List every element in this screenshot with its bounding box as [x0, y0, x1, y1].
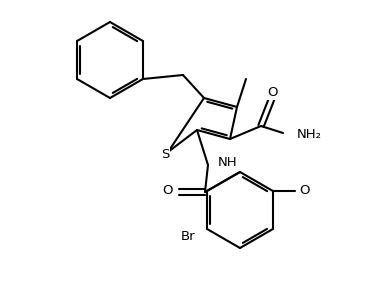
Text: NH: NH	[218, 157, 238, 170]
Text: Br: Br	[180, 230, 195, 244]
Text: O: O	[299, 184, 309, 196]
Text: O: O	[162, 185, 173, 198]
Text: NH₂: NH₂	[297, 129, 322, 141]
Text: S: S	[161, 147, 169, 161]
Text: O: O	[267, 87, 277, 99]
